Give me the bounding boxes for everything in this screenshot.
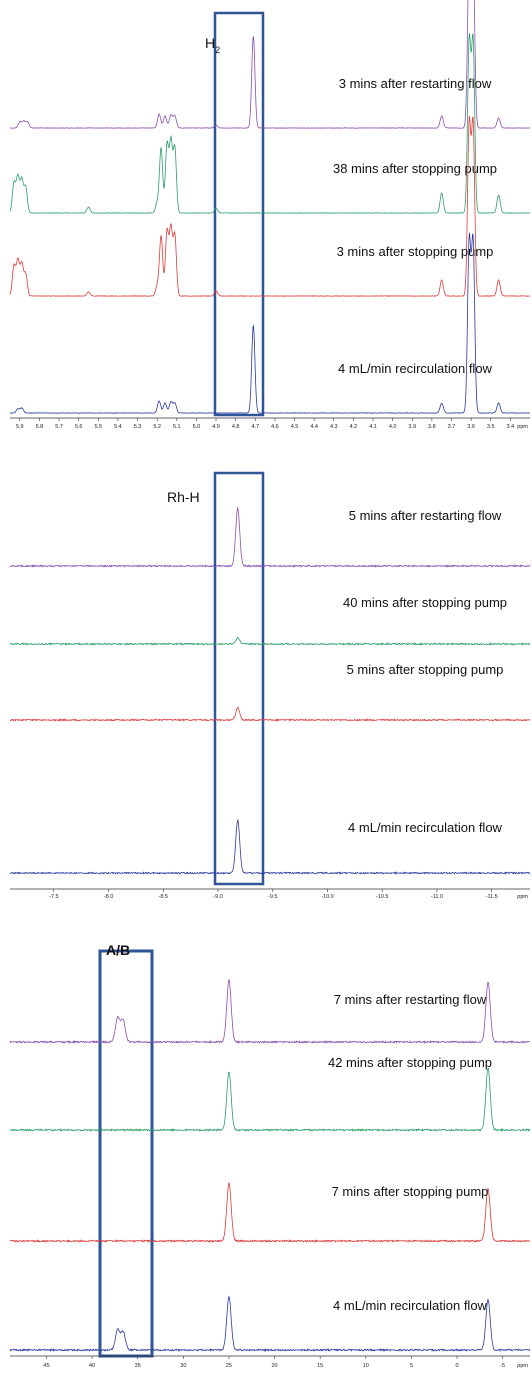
spectrum-trace-purple xyxy=(9,0,531,129)
x-tick-label: 5.6 xyxy=(75,424,83,430)
spectrum-panel-3: A/B 7 mins after restarting flow 42 mins a… xyxy=(9,942,531,1369)
x-tick-label: 5 xyxy=(410,1363,413,1369)
x-tick-label: -8.0 xyxy=(104,894,113,900)
panel-label: H2 xyxy=(205,35,220,55)
spectrum-trace-red xyxy=(9,115,531,297)
trace-label-blue: 4 mL/min recirculation flow xyxy=(338,361,492,376)
x-tick-label: 5.3 xyxy=(134,424,142,430)
panel-label: Rh-H xyxy=(167,489,200,505)
spectrum-trace-purple xyxy=(9,979,531,1044)
x-tick-label: 15 xyxy=(317,1363,323,1369)
panel-label-subscript: 2 xyxy=(215,45,220,55)
spectrum-trace-blue xyxy=(9,819,531,875)
trace-label-purple: 5 mins after restarting flow xyxy=(349,508,502,523)
trace-label-red: 7 mins after stopping pump xyxy=(332,1184,489,1199)
x-tick-label: 4.8 xyxy=(232,424,240,430)
highlight-box xyxy=(98,949,154,1358)
x-tick-label: -10.0 xyxy=(321,894,334,900)
trace-label-green: 40 mins after stopping pump xyxy=(343,595,507,610)
trace-label-blue: 4 mL/min recirculation flow xyxy=(348,820,502,835)
x-tick-label: -8.5 xyxy=(159,894,168,900)
x-tick-label: 3.7 xyxy=(448,424,456,430)
x-tick-label: 4.6 xyxy=(271,424,279,430)
x-tick-label: 3.4 xyxy=(507,424,515,430)
x-tick-label: -11.0 xyxy=(431,894,443,900)
spectrum-panel-2: Rh-H 5 mins after restarting flow 40 mins … xyxy=(9,471,531,900)
trace-label-blue: 4 mL/min recirculation flow xyxy=(333,1298,487,1313)
x-tick-label: 5.9 xyxy=(16,424,24,430)
x-tick-label: -7.5 xyxy=(49,894,58,900)
x-tick-label: -10.5 xyxy=(376,894,389,900)
x-tick-label: 3.6 xyxy=(467,424,475,430)
x-tick-label: 5.0 xyxy=(193,424,201,430)
x-unit-label: ppm xyxy=(517,894,528,900)
x-tick-label: 4.4 xyxy=(310,424,318,430)
spectrum-trace-blue xyxy=(9,232,531,414)
x-tick-label: 4.1 xyxy=(369,424,377,430)
spectrum-trace-blue xyxy=(9,1295,531,1353)
x-tick-label: 5.5 xyxy=(94,424,102,430)
x-tick-label: 10 xyxy=(363,1363,369,1369)
x-tick-label: 4.5 xyxy=(291,424,299,430)
x-tick-label: 3.9 xyxy=(408,424,416,430)
x-tick-label: 4.9 xyxy=(212,424,220,430)
x-tick-label: 4.2 xyxy=(350,424,358,430)
spectrum-panel-1: H2 3 mins after restarting flow 38 mins af… xyxy=(9,0,531,430)
x-tick-label: 35 xyxy=(135,1363,141,1369)
highlight-box xyxy=(213,471,265,886)
trace-label-green: 38 mins after stopping pump xyxy=(333,161,497,176)
x-tick-label: 45 xyxy=(43,1363,49,1369)
trace-label-purple: 3 mins after restarting flow xyxy=(339,76,492,91)
x-tick-label: 20 xyxy=(271,1363,277,1369)
x-tick-label: 3.8 xyxy=(428,424,436,430)
spectrum-trace-green xyxy=(9,1068,531,1133)
x-tick-label: 4.0 xyxy=(389,424,397,430)
trace-label-green: 42 mins after stopping pump xyxy=(328,1055,492,1070)
x-tick-label: 5.7 xyxy=(55,424,63,430)
x-tick-label: -9.5 xyxy=(268,894,277,900)
spectrum-trace-red xyxy=(9,1181,531,1243)
x-tick-label: 4.3 xyxy=(330,424,338,430)
x-tick-label: 4.7 xyxy=(251,424,259,430)
x-tick-label: 5.4 xyxy=(114,424,122,430)
x-tick-label: -5 xyxy=(500,1363,505,1369)
panel-label: A/B xyxy=(106,942,130,958)
x-tick-label: -11.5 xyxy=(486,894,498,900)
x-tick-label: 5.1 xyxy=(173,424,181,430)
x-tick-label: -9.0 xyxy=(213,894,222,900)
x-tick-label: 3.5 xyxy=(487,424,495,430)
x-tick-label: 5.8 xyxy=(36,424,44,430)
spectrum-trace-red xyxy=(9,706,531,722)
x-tick-label: 0 xyxy=(455,1363,458,1369)
spectrum-trace-green xyxy=(9,33,531,214)
spectrum-trace-green xyxy=(9,636,531,646)
x-tick-label: 30 xyxy=(180,1363,186,1369)
highlight-box xyxy=(213,11,265,417)
x-tick-label: 5.2 xyxy=(153,424,161,430)
spectrum-trace-purple xyxy=(9,506,531,568)
x-unit-label: ppm xyxy=(517,424,528,430)
trace-label-red: 3 mins after stopping pump xyxy=(337,244,494,259)
x-tick-label: 40 xyxy=(89,1363,95,1369)
trace-label-red: 5 mins after stopping pump xyxy=(347,662,504,677)
x-tick-label: 25 xyxy=(226,1363,232,1369)
trace-label-purple: 7 mins after restarting flow xyxy=(334,992,487,1007)
x-unit-label: ppm xyxy=(517,1363,528,1369)
